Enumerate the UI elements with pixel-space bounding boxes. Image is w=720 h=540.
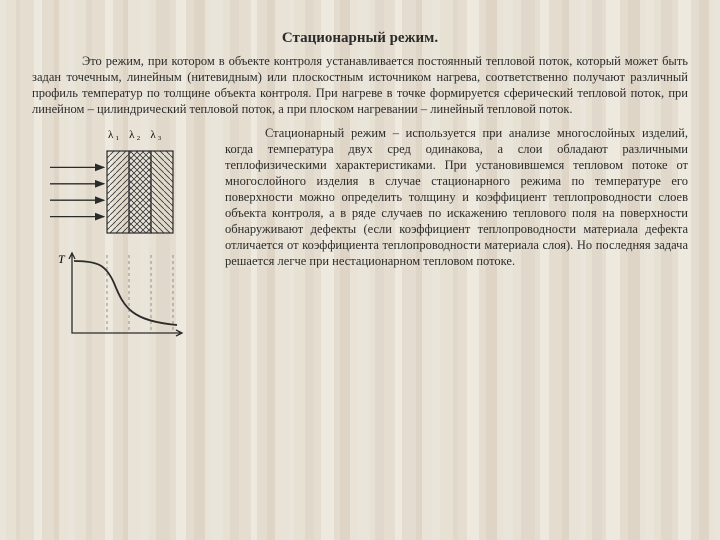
lambda-1: λ₁	[108, 129, 121, 141]
lambda-3: λ₃	[150, 129, 163, 141]
content-row: λ₁ λ₂ λ₃ T Стационарный режим – использует…	[32, 125, 688, 343]
body-column: Стационарный режим – используется при ан…	[225, 125, 688, 343]
lambda-2: λ₂	[129, 129, 142, 141]
layers-diagram: T	[32, 143, 207, 343]
slide-content: Стационарный режим. Это режим, при котор…	[0, 0, 720, 363]
body-paragraph: Стационарный режим – используется при ан…	[225, 125, 688, 269]
lambda-labels: λ₁ λ₂ λ₃	[108, 129, 172, 141]
intro-paragraph: Это режим, при котором в объекте контрол…	[32, 53, 688, 117]
slide-title: Стационарный режим.	[32, 30, 688, 47]
figure-column: λ₁ λ₂ λ₃ T	[32, 125, 207, 343]
svg-text:T: T	[58, 252, 66, 266]
